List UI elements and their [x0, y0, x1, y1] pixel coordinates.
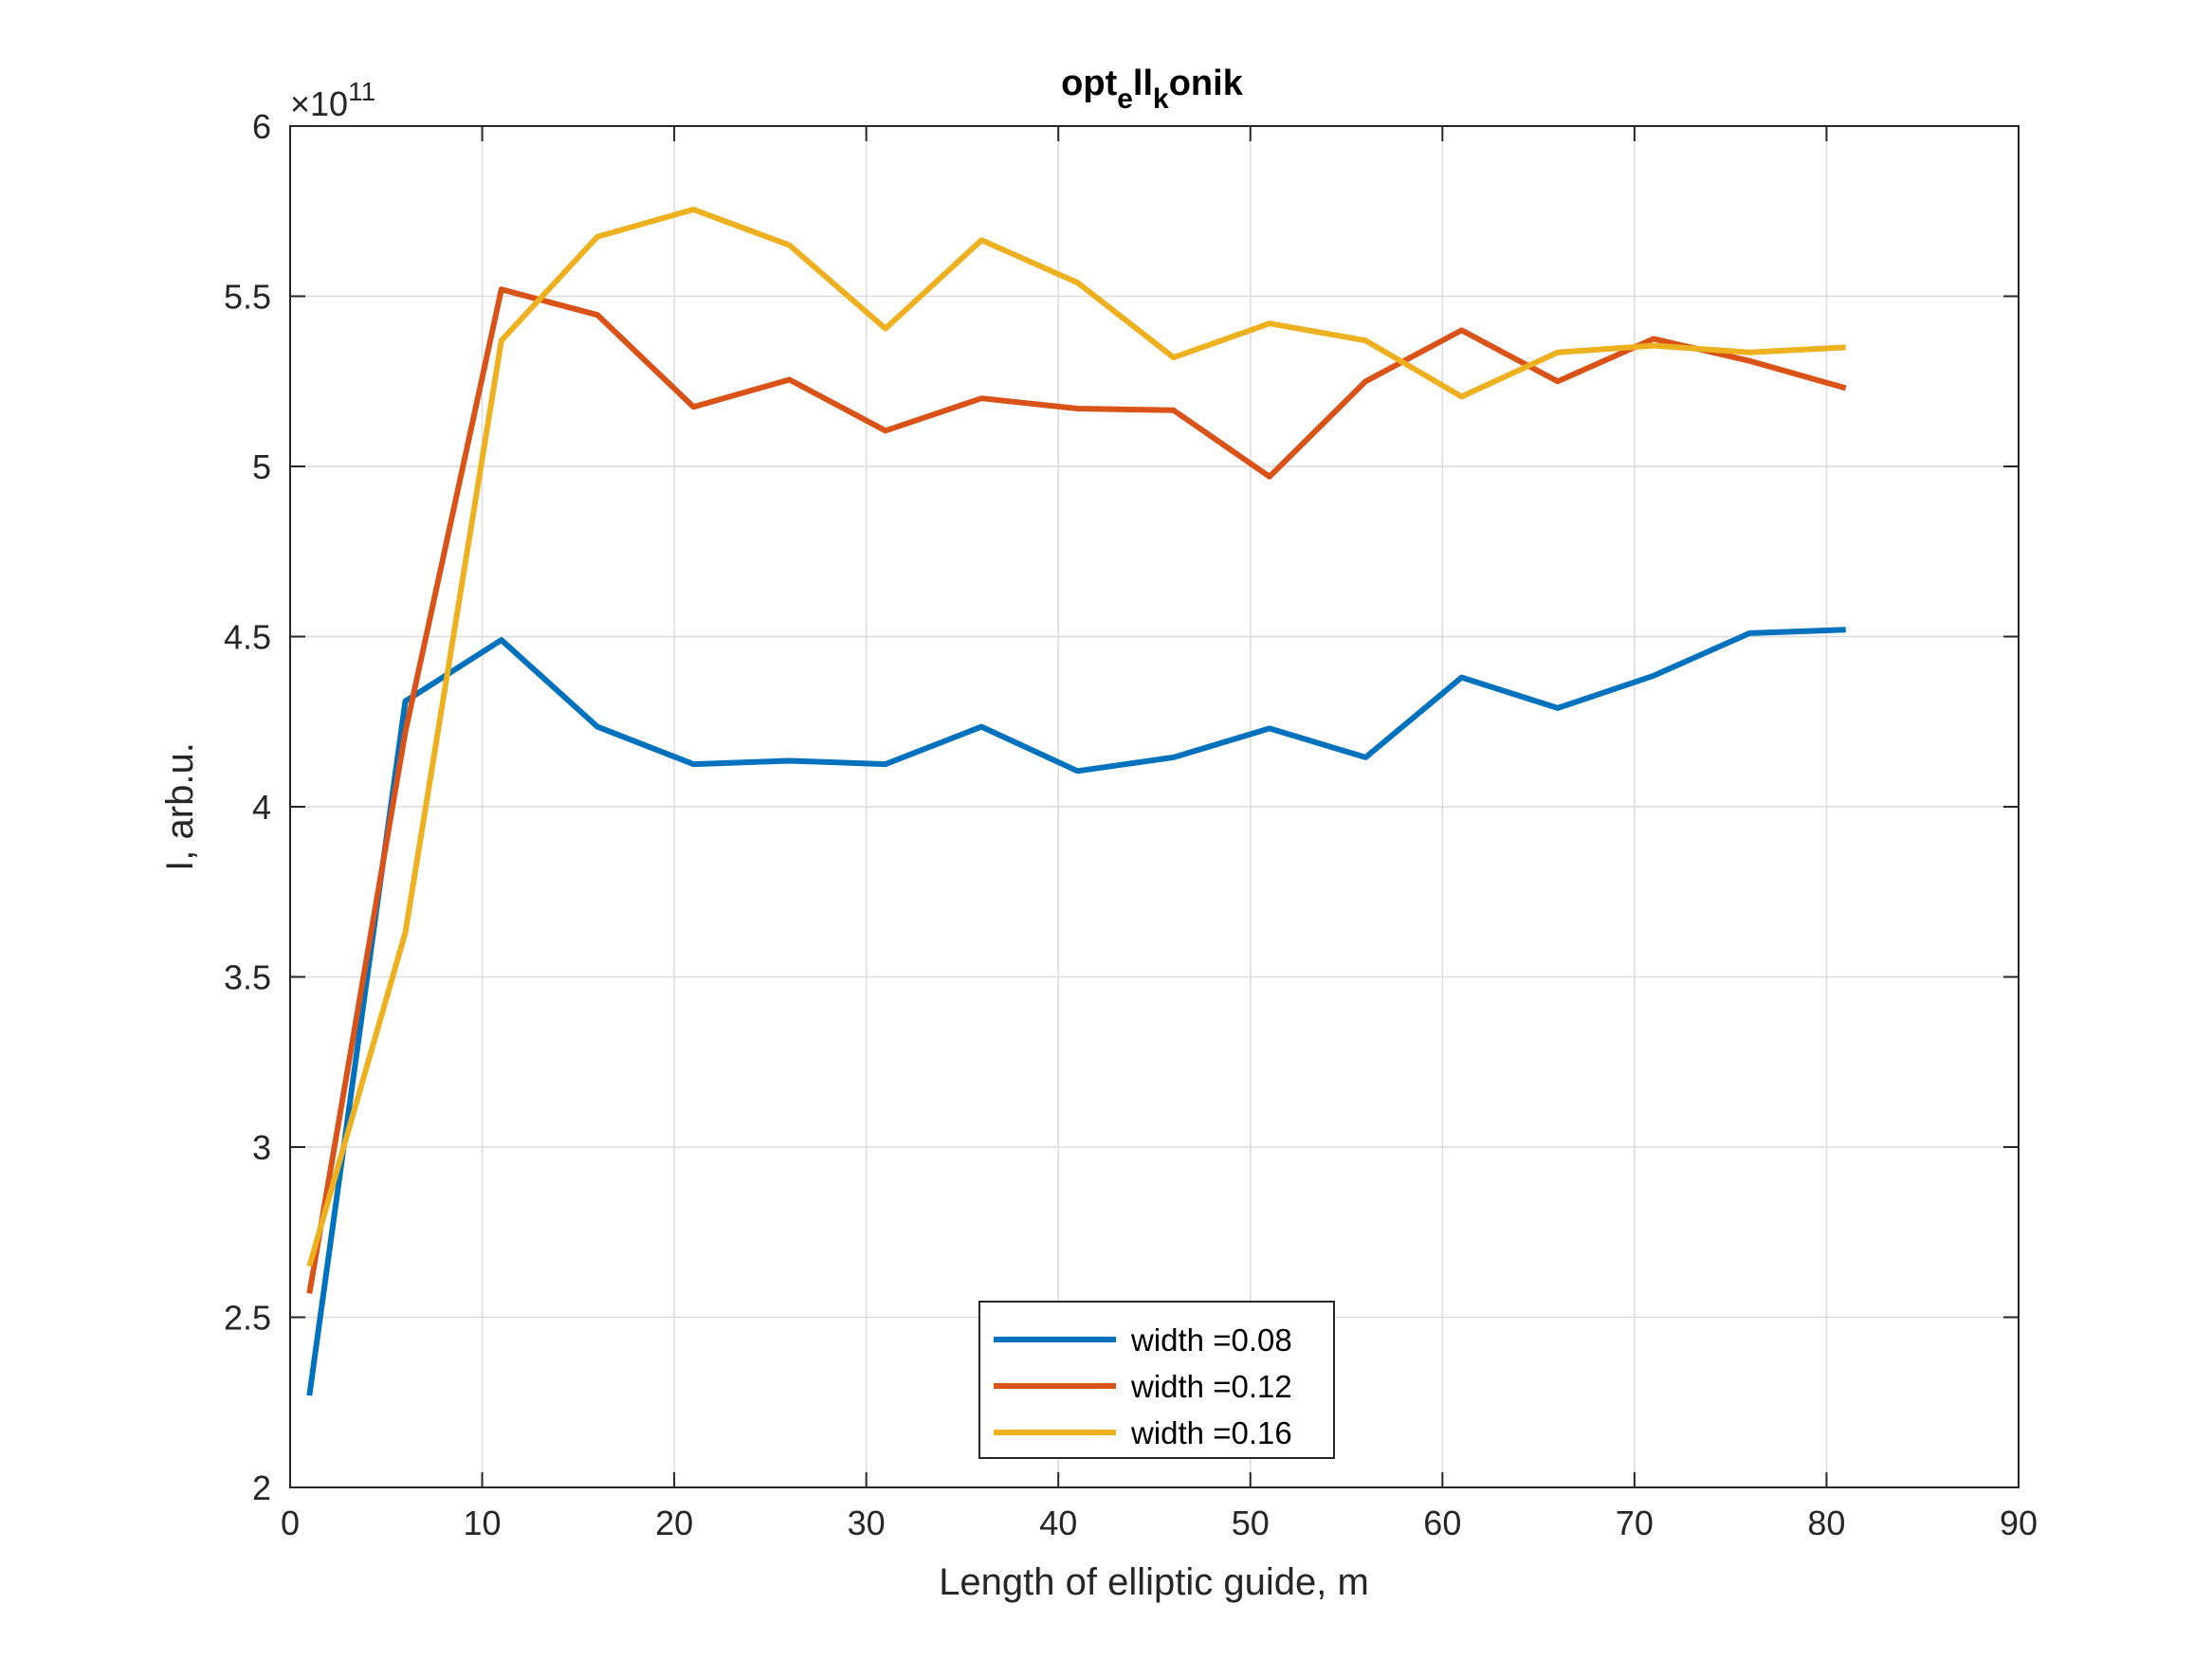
tick-labels: 0 10 20 30 40 50 60 70 80 90 2 2.5 3 3.5 4 4.5 5 5.5 6 — [224, 107, 2038, 1542]
y-tick-label: 2.5 — [224, 1299, 271, 1338]
y-tick-label: 4 — [252, 788, 271, 827]
series-lines — [306, 207, 1847, 1396]
x-tick-label: 70 — [1616, 1504, 1654, 1542]
x-tick-label: 80 — [1807, 1504, 1845, 1542]
y-tick-label: 5 — [252, 447, 271, 486]
y-tick-label: 3.5 — [224, 958, 271, 997]
legend: width =0.08 width =0.12 width =0.16 — [978, 1301, 1335, 1459]
x-tick-label: 30 — [848, 1504, 886, 1542]
y-axis-label: I, arb.u. — [159, 742, 201, 871]
x-axis-label: Length of elliptic guide, m — [939, 1561, 1369, 1603]
x-tick-label: 60 — [1423, 1504, 1461, 1542]
y-tick-label: 6 — [252, 107, 271, 146]
y-tick-label: 5.5 — [224, 278, 271, 317]
x-tick-label: 10 — [464, 1504, 502, 1542]
chart-title: optellkonik — [1061, 64, 1244, 115]
y-tick-label: 3 — [252, 1128, 271, 1167]
legend-label: width =0.08 — [1130, 1322, 1292, 1358]
x-tick-label: 50 — [1232, 1504, 1270, 1542]
legend-label: width =0.16 — [1130, 1415, 1292, 1450]
series-line-2 — [306, 286, 1847, 1294]
y-exponent-label: ×1011 — [290, 77, 375, 123]
series-line-3 — [306, 207, 1846, 1267]
series-line-1 — [306, 627, 1846, 1396]
x-tick-label: 40 — [1039, 1504, 1077, 1542]
legend-label: width =0.12 — [1130, 1369, 1292, 1404]
x-tick-label: 20 — [655, 1504, 693, 1542]
x-tick-label: 0 — [281, 1504, 300, 1542]
y-tick-label: 4.5 — [224, 618, 271, 657]
plot-frame — [289, 125, 2020, 1488]
y-tick-label: 2 — [252, 1468, 271, 1507]
x-tick-label: 90 — [2000, 1504, 2038, 1542]
